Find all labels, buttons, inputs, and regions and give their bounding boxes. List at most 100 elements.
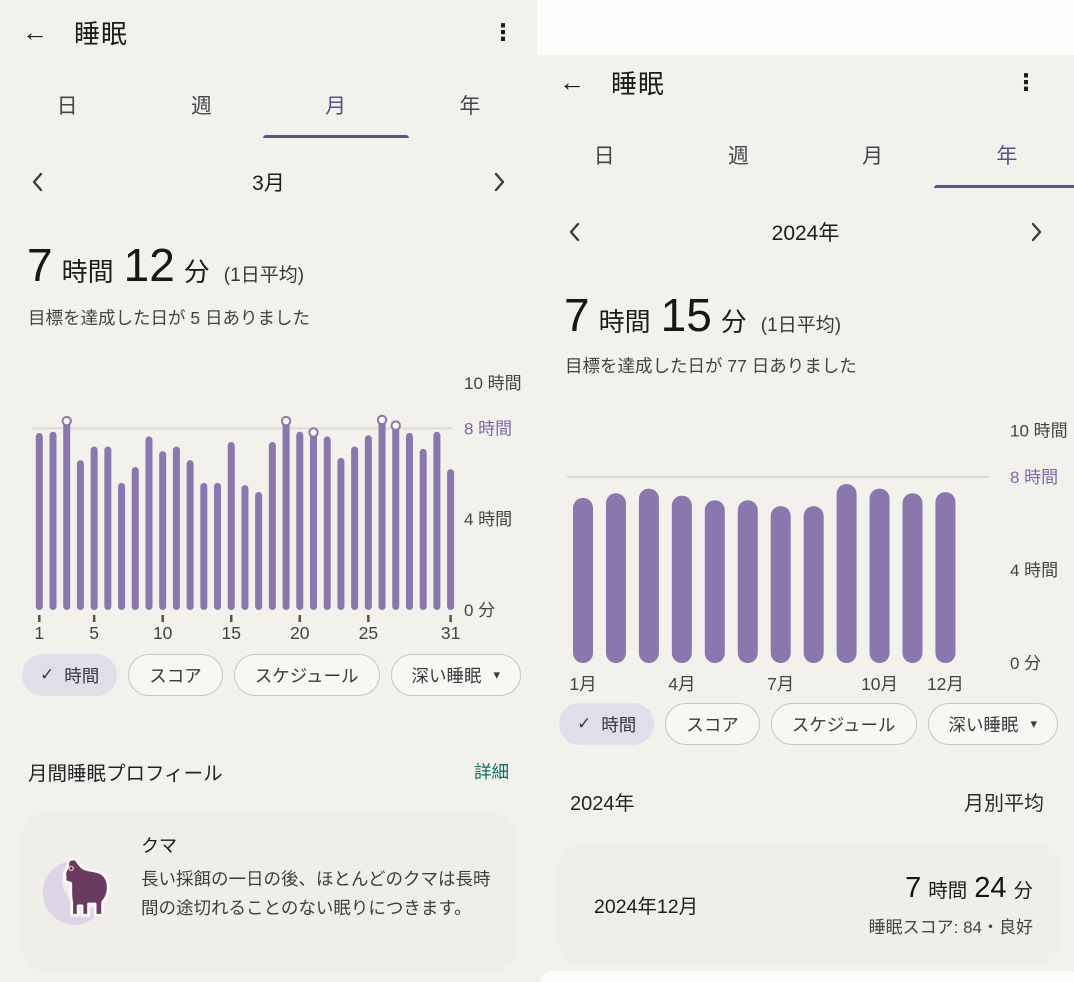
app-header: ← 睡眠 ⋮ xyxy=(0,8,537,56)
svg-text:15: 15 xyxy=(222,623,241,643)
chevron-down-icon: ▾ xyxy=(493,667,501,682)
tab-year[interactable]: 年 xyxy=(940,126,1074,188)
chevron-left-icon[interactable] xyxy=(561,219,587,245)
svg-text:0 分: 0 分 xyxy=(1010,654,1041,673)
stat-hours: 7 xyxy=(564,289,590,341)
kebab-menu-icon[interactable]: ⋮ xyxy=(491,18,515,45)
sleep-animal-profile-card[interactable]: クマ 長い採餌の一日の後、ほとんどのクマは長時間の途切れることのない眠りにつきま… xyxy=(21,812,516,972)
period-tabs: 日 週 月 年 xyxy=(0,76,537,138)
tab-label: 月 xyxy=(325,95,347,118)
bear-moon-illustration xyxy=(42,851,119,925)
month-label: 2024年12月 xyxy=(594,896,699,918)
monthly-average-caption: 月別平均 xyxy=(964,792,1044,815)
sleep-duration-bar-chart-year[interactable]: 0 分 4 時間 8 時間 10 時間 1月 4月 7月 10月 12月 xyxy=(537,413,1074,703)
tab-day[interactable]: 日 xyxy=(0,76,134,138)
app-header: ← 睡眠 ⋮ xyxy=(537,58,1074,106)
period-navigator: 2024年 xyxy=(537,208,1074,256)
month-stats: 7 時間 24 分 睡眠スコア: 84・良好 xyxy=(869,872,1033,938)
goal-achievement-text: 目標を達成した日が 77 日ありました xyxy=(565,356,857,376)
stat-minutes-unit: 分 xyxy=(183,257,210,287)
chip-score[interactable]: スコア xyxy=(128,654,223,696)
month-view-panel: ← 睡眠 ⋮ 日 週 月 年 3月 7 時間 12 分 (1日平均) 目標を達 xyxy=(0,0,537,982)
chip-label: 深い睡眠 xyxy=(411,665,482,686)
tab-label: 年 xyxy=(459,95,481,118)
svg-text:1月: 1月 xyxy=(569,674,596,694)
svg-text:10 時間: 10 時間 xyxy=(464,374,522,393)
status-bar-spacer xyxy=(537,0,1074,55)
svg-text:7月: 7月 xyxy=(767,674,794,694)
details-link[interactable]: 詳細 xyxy=(474,761,509,782)
tab-label: 月 xyxy=(862,145,884,168)
svg-text:0 分: 0 分 xyxy=(464,601,495,620)
animal-description: 長い採餌の一日の後、ほとんどのクマは長時間の途切れることのない眠りにつきます。 xyxy=(141,869,491,918)
kebab-menu-icon[interactable]: ⋮ xyxy=(1014,68,1038,95)
month-minutes-unit: 分 xyxy=(1013,879,1033,902)
svg-text:4 時間: 4 時間 xyxy=(464,510,512,529)
svg-text:10 時間: 10 時間 xyxy=(1010,422,1068,441)
stat-hours: 7 xyxy=(27,239,53,291)
month-summary-row[interactable]: 2024年12月 7 時間 24 分 睡眠スコア: 84・良好 xyxy=(558,843,1061,966)
goal-achievement-text: 目標を達成した日が 5 日ありました xyxy=(28,308,310,328)
chip-label: スコア xyxy=(149,665,202,686)
profile-card-text: クマ 長い採餌の一日の後、ほとんどのクマは長時間の途切れることのない眠りにつきま… xyxy=(141,828,494,956)
chevron-right-icon[interactable] xyxy=(1024,219,1050,245)
svg-text:20: 20 xyxy=(290,623,310,643)
back-arrow-icon[interactable]: ← xyxy=(559,66,585,97)
stat-minutes: 15 xyxy=(660,289,712,341)
stat-hours-unit: 時間 xyxy=(61,257,114,287)
tab-month[interactable]: 月 xyxy=(269,76,403,138)
chip-schedule[interactable]: スケジュール xyxy=(770,703,917,745)
year-label: 2024年 xyxy=(570,792,635,815)
metric-chips: ✓ 時間 スコア スケジュール 深い睡眠 ▾ xyxy=(559,703,1074,745)
tab-month[interactable]: 月 xyxy=(806,126,940,188)
chip-label: 時間 xyxy=(64,665,100,686)
back-arrow-icon[interactable]: ← xyxy=(22,16,48,47)
tab-label: 日 xyxy=(56,95,78,118)
chip-duration[interactable]: ✓ 時間 xyxy=(559,703,655,745)
stat-minutes-unit: 分 xyxy=(720,307,747,337)
chip-deep-sleep[interactable]: 深い睡眠 ▾ xyxy=(927,703,1059,745)
metric-chips: ✓ 時間 スコア スケジュール 深い睡眠 ▾ xyxy=(22,654,537,696)
chip-label: スケジュール xyxy=(254,665,359,686)
animal-name: クマ xyxy=(141,836,177,856)
period-navigator: 3月 xyxy=(0,158,537,206)
tab-day[interactable]: 日 xyxy=(537,126,671,188)
svg-text:4月: 4月 xyxy=(668,674,695,694)
svg-text:25: 25 xyxy=(359,623,378,643)
sleep-profile-section-header: 月間睡眠プロフィール 詳細 xyxy=(28,750,509,792)
chevron-right-icon[interactable] xyxy=(487,169,513,195)
next-list-row-peek[interactable] xyxy=(541,971,1074,982)
stat-hours-unit: 時間 xyxy=(598,307,651,337)
svg-text:31: 31 xyxy=(441,623,460,643)
chip-label: スコア xyxy=(686,714,739,735)
tab-year[interactable]: 年 xyxy=(403,76,537,138)
chevron-down-icon: ▾ xyxy=(1030,716,1038,731)
chip-deep-sleep[interactable]: 深い睡眠 ▾ xyxy=(390,654,522,696)
chip-score[interactable]: スコア xyxy=(665,703,760,745)
svg-text:1: 1 xyxy=(34,623,44,643)
chip-label: スケジュール xyxy=(791,714,896,735)
svg-text:8 時間: 8 時間 xyxy=(1010,468,1058,487)
section-title: 月間睡眠プロフィール xyxy=(28,762,223,785)
tab-week[interactable]: 週 xyxy=(671,126,805,188)
svg-text:8 時間: 8 時間 xyxy=(464,419,512,438)
month-hours-unit: 時間 xyxy=(928,879,968,902)
svg-text:5: 5 xyxy=(89,623,99,643)
tab-week[interactable]: 週 xyxy=(134,76,268,138)
year-view-panel: ← 睡眠 ⋮ 日 週 月 年 2024年 7 時間 15 分 (1日平均) 目 xyxy=(537,0,1074,982)
svg-text:10月: 10月 xyxy=(861,674,898,694)
tab-label: 週 xyxy=(190,95,212,118)
average-sleep-stat: 7 時間 12 分 (1日平均) xyxy=(27,238,304,292)
month-hours: 7 xyxy=(905,871,922,904)
chip-label: 時間 xyxy=(601,714,637,735)
tab-label: 日 xyxy=(593,145,615,168)
chip-schedule[interactable]: スケジュール xyxy=(233,654,380,696)
period-tabs: 日 週 月 年 xyxy=(537,126,1074,188)
chip-label: 深い睡眠 xyxy=(948,714,1019,735)
chip-duration[interactable]: ✓ 時間 xyxy=(22,654,118,696)
sleep-score-text: 睡眠スコア: 84・良好 xyxy=(868,917,1033,937)
chevron-left-icon[interactable] xyxy=(24,169,50,195)
period-label: 2024年 xyxy=(771,222,840,245)
